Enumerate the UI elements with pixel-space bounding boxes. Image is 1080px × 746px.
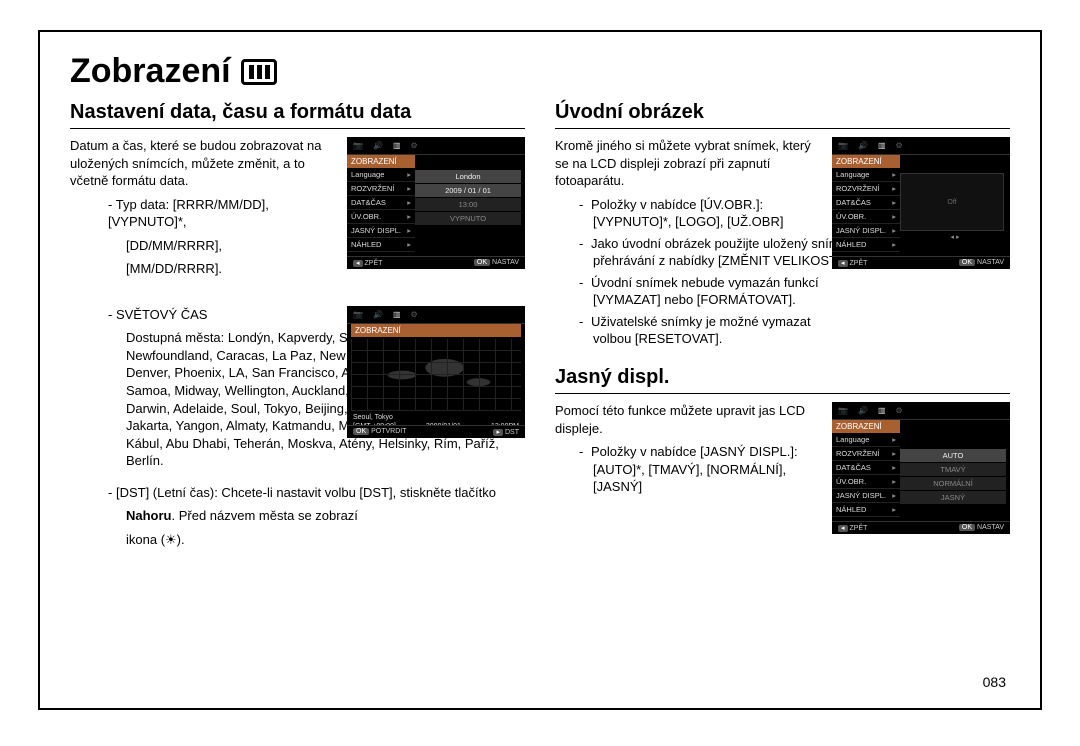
camera-screen-startimage: 📷🔊▥⚙ ZOBRAZENÍ Language▸ ROZVRŽENÍ▸ DAT&… <box>832 137 1010 269</box>
display-icon <box>241 59 277 85</box>
section-heading-datetime: Nastavení data, času a formátu data <box>70 101 525 129</box>
intro-paragraph-3: Pomocí této funkce můžete upravit jas LC… <box>555 402 824 437</box>
camera-screen-worldtime: 📷🔊▥⚙ ZOBRAZENÍ Seoul, Tokyo [GMT +09:00]… <box>347 306 525 438</box>
left-column: Nastavení data, času a formátu data Datu… <box>70 97 525 554</box>
bullet-startimage-options: Položky v nabídce [ÚV.OBR.]: [VYPNUTO]*,… <box>593 196 824 231</box>
camera-screen-datetime: 📷🔊▥⚙ ZOBRAZENÍ Language▸ ROZVRŽENÍ▸ DAT&… <box>347 137 525 269</box>
bullet-startimage-keep: Úvodní snímek nebude vymazán funkcí [VYM… <box>593 274 824 309</box>
section-heading-startimage: Úvodní obrázek <box>555 101 1010 129</box>
dst-line2: ikona (☀). <box>70 531 525 549</box>
intro-paragraph-2: Kromě jiného si můžete vybrat snímek, kt… <box>555 137 824 190</box>
dst-line: [DST] (Letní čas): Chcete-li nastavit vo… <box>70 484 525 502</box>
page-number: 083 <box>983 674 1006 690</box>
page-title: Zobrazení <box>70 52 1010 91</box>
right-column: Úvodní obrázek Kromě jiného si můžete vy… <box>555 97 1010 554</box>
bullet-startimage-reset: Uživatelské snímky je možné vymazat volb… <box>593 313 824 348</box>
datetype-line1: Typ data: [RRRR/MM/DD], [VYPNUTO]*, <box>70 196 339 231</box>
title-text: Zobrazení <box>70 52 231 91</box>
worldtime-heading: SVĚTOVÝ ČAS <box>70 306 339 324</box>
intro-paragraph-1: Datum a čas, které se budou zobrazovat n… <box>70 137 339 190</box>
dst-line-b: Nahoru. Před názvem města se zobrazí <box>70 507 525 525</box>
section-heading-brightness: Jasný displ. <box>555 366 1010 394</box>
bullet-brightness-options: Položky v nabídce [JASNÝ DISPL.]: [AUTO]… <box>593 443 824 496</box>
page-frame: Zobrazení Nastavení data, času a formátu… <box>38 30 1042 710</box>
camera-screen-brightness: 📷🔊▥⚙ ZOBRAZENÍ Language▸ ROZVRŽENÍ▸ DAT&… <box>832 402 1010 534</box>
datetype-line2: [DD/MM/RRRR], <box>70 237 339 255</box>
datetype-line3: [MM/DD/RRRR]. <box>70 260 339 278</box>
